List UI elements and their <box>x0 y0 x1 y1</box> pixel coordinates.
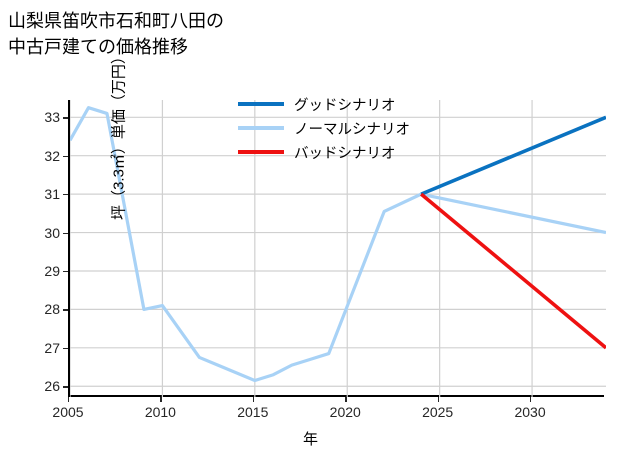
gridlines <box>70 100 606 397</box>
y-axis-tick-label: 33 <box>44 109 60 126</box>
legend-item[interactable]: グッドシナリオ <box>238 92 448 116</box>
y-axis-tick-label: 32 <box>44 147 60 164</box>
x-axis-tick-label: 2015 <box>237 404 269 420</box>
x-axis-tickmark <box>160 397 162 402</box>
x-axis-tick-label: 2030 <box>514 404 546 420</box>
legend-item-label: バッドシナリオ <box>294 145 396 162</box>
y-axis-tick-label: 31 <box>44 186 60 203</box>
y-axis-tick-label: 26 <box>44 378 60 395</box>
chart-title: 山梨県笛吹市石和町八田の 中古戸建ての価格推移 <box>8 11 224 57</box>
x-axis-title: 年 <box>302 431 318 448</box>
chart-legend: グッドシナリオ ノーマルシナリオ バッドシナリオ <box>238 92 448 164</box>
x-axis-tickmark <box>530 397 532 402</box>
y-axis-tickmark <box>63 155 68 157</box>
y-axis-tickmark <box>63 270 68 273</box>
y-axis-tick-label: 27 <box>44 339 60 356</box>
x-axis-tick-label: 2020 <box>329 404 361 420</box>
y-axis-tick-label: 28 <box>44 301 60 318</box>
chart-canvas <box>70 100 606 397</box>
y-axis-tickmark <box>63 309 68 311</box>
y-axis-tick-label: 30 <box>44 224 60 241</box>
y-axis-tickmark <box>63 117 68 119</box>
y-axis-tickmark <box>63 347 68 350</box>
legend-item[interactable]: ノーマルシナリオ <box>238 116 448 140</box>
series-line <box>420 115 606 196</box>
x-axis-tick-label: 2005 <box>52 404 84 420</box>
x-axis-tick-label: 2010 <box>144 404 176 420</box>
y-axis-tickmark <box>63 232 68 234</box>
y-axis-tickmark <box>63 386 68 388</box>
x-axis-tick-label: 2025 <box>422 404 454 420</box>
x-axis-tickmark <box>345 397 347 402</box>
legend-item-label: グッドシナリオ <box>294 97 396 114</box>
series-line <box>70 106 606 383</box>
legend-color-swatch <box>238 149 284 155</box>
data-series-layer <box>70 106 606 383</box>
x-axis-tickmark <box>252 397 255 402</box>
y-axis-title: 坪（3.3㎡）単価（万円） <box>110 49 128 220</box>
y-axis-tickmark <box>63 194 68 196</box>
plot-area <box>68 100 606 397</box>
x-axis-tickmark <box>68 397 70 402</box>
legend-color-swatch <box>238 126 284 130</box>
legend-item[interactable]: バッドシナリオ <box>238 140 448 164</box>
legend-color-swatch <box>238 101 284 107</box>
series-line <box>420 192 606 350</box>
legend-item-label: ノーマルシナリオ <box>294 121 410 138</box>
x-axis-tickmark <box>437 397 439 402</box>
y-axis-tick-label: 29 <box>44 262 60 279</box>
